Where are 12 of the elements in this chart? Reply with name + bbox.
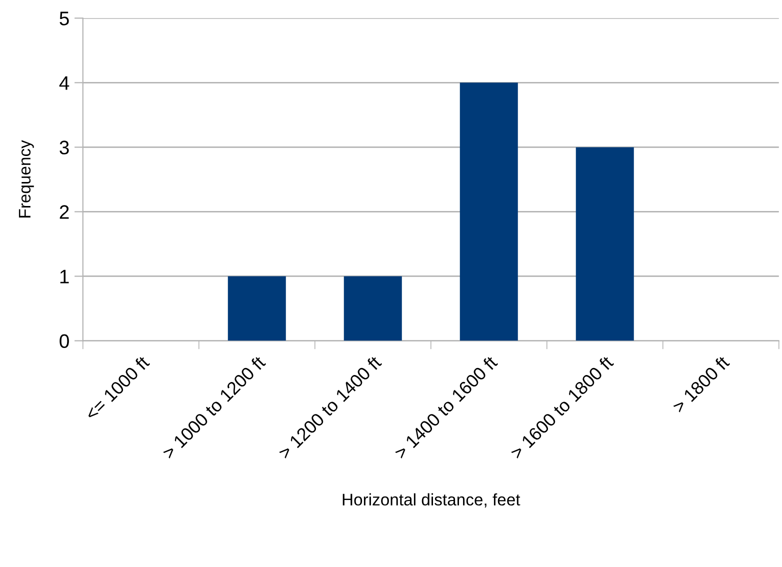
y-tick-label: 5 (60, 12, 69, 26)
y-tick-label: 3 (60, 140, 69, 154)
bar (228, 276, 286, 341)
y-axis-title: Frequency (18, 140, 34, 218)
y-tick-label: 0 (60, 334, 69, 348)
bar (460, 82, 518, 341)
y-tick-label: 4 (59, 76, 70, 90)
y-tick-label: 2 (60, 205, 69, 219)
y-tick-label: 1 (60, 270, 69, 284)
x-axis-title: Horizontal distance, feet (342, 493, 520, 508)
bar (576, 147, 634, 341)
bar (344, 276, 402, 341)
